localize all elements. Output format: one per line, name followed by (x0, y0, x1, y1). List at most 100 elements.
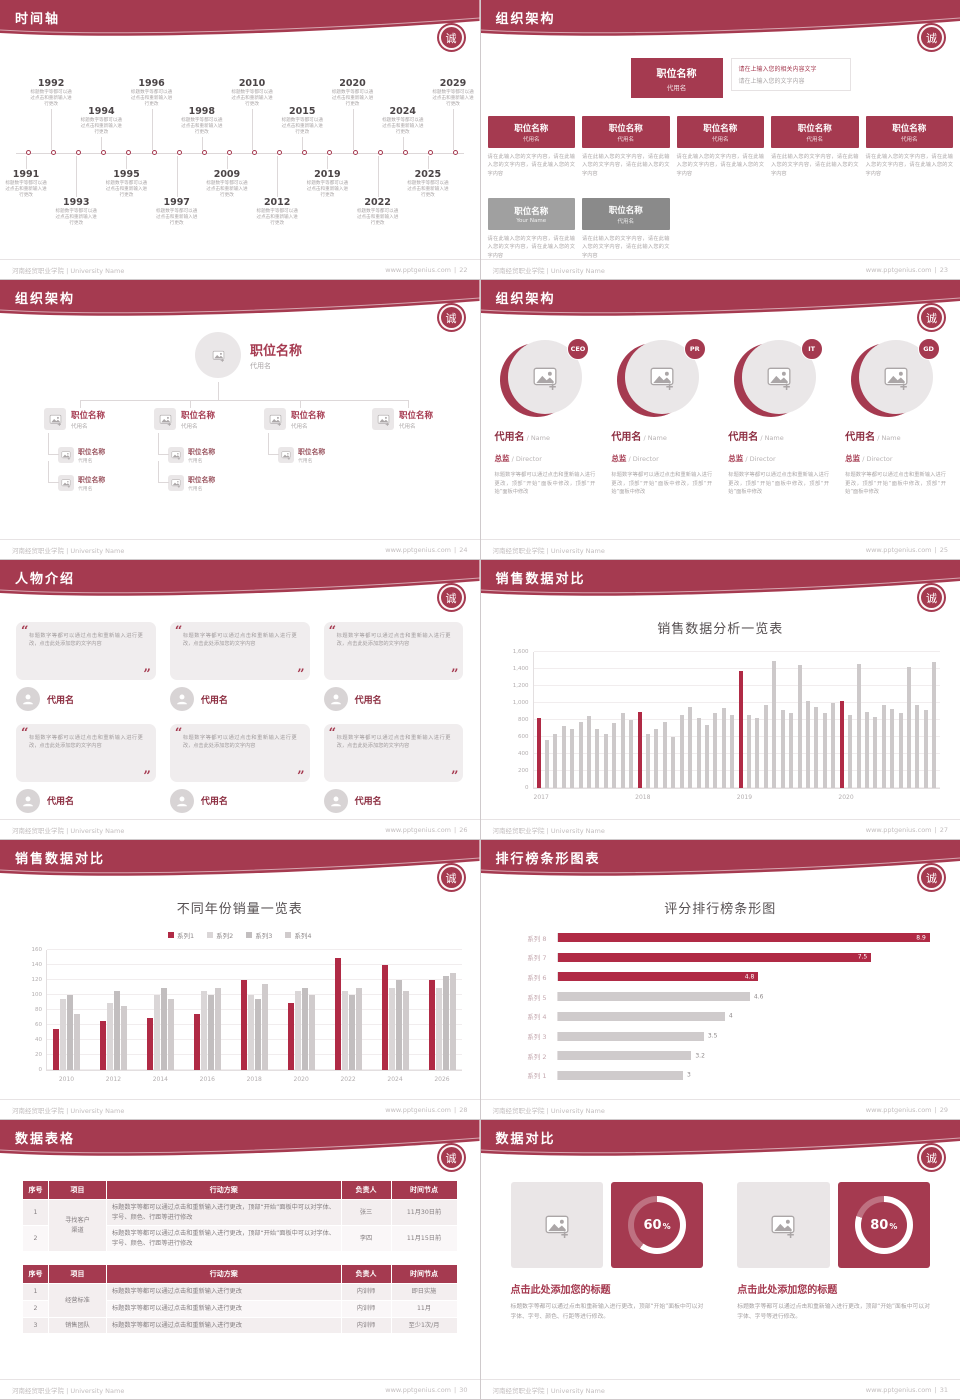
bar (561, 725, 566, 788)
member-card[interactable]: GD 代用名 / Name 总监 / Director 标题数字等都可以通过点击和重新… (843, 338, 948, 533)
slide-footer: 河南经贸职业学院 | University Name www.pptgenius… (480, 1379, 960, 1399)
position-alias: 代用名 (806, 136, 823, 143)
org-subnode[interactable]: 职位名称 代用名 (267, 433, 325, 464)
timeline-event[interactable]: 2010 标题数字等都可以通过点击和重新输入进行更改 (230, 78, 274, 149)
table-row[interactable]: 1 寻找客户 渠道 标题数字等都可以通过点击和重新输入进行更改，顶部“开始”面板中可… (22, 1198, 458, 1253)
photo-placeholder (44, 408, 66, 430)
timeline-year: 1993 (63, 196, 90, 208)
org-branch[interactable]: 职位名称 代用名 请在此输入您的文字内容，请在此输入您的文字内容，请在此输入您的文字… (582, 116, 670, 178)
gridline (47, 1009, 462, 1010)
table-row[interactable]: 2 标题数字等都可以通过点击和重新输入进行更改，顶部“开始”面板中可以对字体、字号… (22, 1225, 458, 1253)
org-node[interactable]: 职位名称 代用名 (154, 408, 215, 430)
image-placeholder-icon (544, 1212, 570, 1238)
slide-22-timeline[interactable]: 时间轴 诚 1991 标题数字等都可以通过点击和重新输入进行更改 1992 标题数字等… (0, 0, 480, 279)
org-node[interactable]: 职位名称 代用名 (44, 408, 105, 430)
org-subnode[interactable]: 职位名称 代用名 (47, 461, 106, 492)
timeline-event[interactable]: 2025 标题数字等都可以通过点击和重新输入进行更改 (406, 155, 450, 200)
image-placeholder-icon (171, 478, 181, 488)
slide-28-sales-chart[interactable]: 销售数据对比 诚 不同年份销量一览表 系列1 系列2 系列3 系列4 2010 2012… (0, 840, 480, 1119)
person-card[interactable]: “标题数字等都可以通过点击和重新输入进行更改，点击此处添加您的文字内容 ” 代用名 (323, 723, 464, 814)
footer-school: 河南经贸职业学院 | University Name (12, 1386, 125, 1395)
slide-29-ranking-chart[interactable]: 排行榜条形图表 诚 评分排行榜条形图 系列 8 8.9 系列 7 7.5 系列 6 4.8… (480, 840, 960, 1119)
value-label: 3.2 (695, 1052, 705, 1060)
node-alias: 代用名 (78, 487, 93, 492)
table-row[interactable]: 1 经营标准 标题数字等都可以通过点击和重新输入进行更改 内训师 即日实施 (22, 1283, 458, 1318)
header-wave (480, 0, 960, 36)
open-quote-icon: “ (21, 624, 29, 639)
member-card[interactable]: IT 代用名 / Name 总监 / Director 标题数字等都可以通过点击和重新… (726, 338, 831, 533)
member-card[interactable]: PR 代用名 / Name 总监 / Director 标题数字等都可以通过点击和重新… (609, 338, 714, 533)
slide-title: 人物介绍 (15, 572, 76, 587)
table-row[interactable]: 3 销售团队 标题数字等都可以通过点击和重新输入进行更改 内训师 至少1次/月 (22, 1316, 458, 1335)
bar (308, 995, 315, 1070)
photo-placeholder[interactable] (195, 332, 241, 378)
bar (890, 708, 895, 788)
slide-25-org-members[interactable]: 组织架构 诚 CEO 代用名 / Name 总监 / Director 标题数字等都可… (480, 280, 960, 559)
slide-23-org-chart[interactable]: 组织架构 诚 职位名称 代用名 请在上输入您的相关内容文字 请在上输入您的文字内… (480, 0, 960, 279)
position-box: 职位名称 代用名 (487, 116, 575, 148)
org-branch[interactable]: 职位名称 代用名 请在此输入您的文字内容，请在此输入您的文字内容，请在此输入您的文字… (676, 116, 765, 178)
table-row[interactable]: 2 标题数字等都可以通过点击和重新输入进行更改 内训师 11月 (22, 1300, 458, 1318)
timeline-event[interactable]: 1996 标题数字等都可以通过点击和重新输入进行更改 (130, 78, 174, 149)
timeline-event[interactable]: 1992 标题数字等都可以通过点击和重新输入进行更改 (29, 78, 73, 149)
timeline-event[interactable]: 1994 标题数字等都可以通过点击和重新输入进行更改 (79, 106, 123, 149)
node-name: 职位名称 (78, 476, 106, 484)
slide-26-people-intro[interactable]: 人物介绍 诚 “标题数字等都可以通过点击和重新输入进行更改，点击此处添加您的文字… (0, 560, 480, 839)
node-name: 职位名称 (181, 410, 216, 421)
person-card[interactable]: “标题数字等都可以通过点击和重新输入进行更改，点击此处添加您的文字内容 ” 代用名 (169, 723, 310, 814)
root-position-box[interactable]: 职位名称 代用名 (630, 58, 723, 98)
timeline-event[interactable]: 1997 标题数字等都可以通过点击和重新输入进行更改 (155, 156, 199, 228)
timeline-event[interactable]: 2029 标题数字等都可以通过点击和重新输入进行更改 (431, 78, 475, 149)
legend-item[interactable]: 系列3 (246, 930, 272, 940)
org-node[interactable]: 职位名称 代用名 (264, 408, 325, 430)
legend-item[interactable]: 系列2 (207, 930, 233, 940)
org-node[interactable]: 职位名称 代用名 (372, 408, 433, 430)
timeline-event[interactable]: 1995 标题数字等都可以通过点击和重新输入进行更改 (104, 155, 148, 200)
timeline-event[interactable]: 2019 标题数字等都可以通过点击和重新输入进行更改 (305, 155, 349, 200)
header-wave (0, 0, 480, 36)
timeline-event[interactable]: 1998 标题数字等都可以通过点击和重新输入进行更改 (180, 106, 224, 149)
person-card[interactable]: “标题数字等都可以通过点击和重新输入进行更改，点击此处添加您的文字内容 ” 代用名 (169, 622, 310, 712)
ranking-row: 系列 8 8.9 (511, 932, 935, 943)
timeline-event[interactable]: 2012 标题数字等都可以通过点击和重新输入进行更改 (255, 156, 299, 228)
slide-30-data-tables[interactable]: 数据表格 诚 序号 项目 行动方案 负责人 时间节点 1 寻找客户 渠道 标题数字等都可以通过… (0, 1120, 480, 1399)
timeline-event[interactable]: 1991 标题数字等都可以通过点击和重新输入进行更改 (4, 155, 48, 200)
legend-item[interactable]: 系列4 (285, 930, 312, 940)
member-card[interactable]: CEO 代用名 / Name 总监 / Director 标题数字等都可以通过点击和重… (493, 338, 598, 533)
comparison-item[interactable]: 80% 点击此处添加您的标题 标题数字等都可以通过点击和重新输入进行更改，顶部“开始… (737, 1182, 930, 1373)
person-card[interactable]: “标题数字等都可以通过点击和重新输入进行更改，点击此处添加您的文字内容 ” 代用名 (323, 622, 464, 712)
header-wave (0, 840, 480, 876)
legend-item[interactable]: 系列1 (167, 930, 194, 940)
timeline-event[interactable]: 2024 标题数字等都可以通过点击和重新输入进行更改 (381, 106, 425, 149)
org-branch[interactable]: 职位名称 代用名 请在此输入您的文字内容，请在此输入您的文字内容，请在此输入您的文字… (865, 116, 953, 178)
person-card[interactable]: “标题数字等都可以通过点击和重新输入进行更改，点击此处添加您的文字内容 ” 代用名 (16, 622, 156, 712)
slide-header: 组织架构 诚 (480, 0, 960, 50)
timeline-event[interactable]: 2015 标题数字等都可以通过点击和重新输入进行更改 (280, 106, 324, 149)
org-subnode[interactable]: 职位名称 代用名 (47, 433, 105, 464)
node-alias: 代用名 (298, 459, 313, 464)
footer-page-number: 28 (459, 1105, 468, 1114)
timeline-event[interactable]: 1993 标题数字等都可以通过点击和重新输入进行更改 (54, 156, 98, 228)
org-branch[interactable]: 职位名称 代用名 请在此输入您的文字内容，请在此输入您的文字内容，请在此输入您的文字… (487, 116, 575, 178)
timeline-event[interactable]: 2022 标题数字等都可以通过点击和重新输入进行更改 (356, 156, 400, 228)
position-desc: 请在此输入您的文字内容，请在此输入您的文字内容，请在此输入您的文字内容 (676, 154, 765, 177)
footer-page-number: 22 (459, 265, 468, 274)
quote-text: 标题数字等都可以通过点击和重新输入进行更改，点击此处添加您的文字内容 (182, 633, 297, 648)
person-card[interactable]: “标题数字等都可以通过点击和重新输入进行更改，点击此处添加您的文字内容 ” 代用名 (16, 723, 156, 814)
bar (557, 1070, 683, 1080)
org-root[interactable]: 职位名称 代用名 (195, 332, 302, 378)
timeline-event[interactable]: 2020 标题数字等都可以通过点击和重新输入进行更改 (331, 78, 375, 149)
slide-24-org-chart[interactable]: 组织架构 诚 职位名称 代用名 职位名称 代用名 职位名称 代用名 职位名称 代用名 职位名… (0, 280, 480, 559)
org-subnode[interactable]: 职位名称 代用名 (157, 461, 215, 492)
org-branch[interactable]: 职位名称 代用名 请在此输入您的文字内容，请在此输入您的文字内容，请在此输入您的文字… (582, 198, 670, 260)
photo-placeholder (58, 475, 74, 491)
comparison-item[interactable]: 60% 点击此处添加您的标题 标题数字等都可以通过点击和重新输入进行更改，顶部“开始… (510, 1182, 704, 1373)
bar (612, 723, 617, 788)
org-branch[interactable]: 职位名称 Your Name 请在此输入您的文字内容，请在此输入您的文字内容，请在此… (487, 198, 575, 260)
slide-27-sales-chart[interactable]: 销售数据对比 诚 销售数据分析一览表 0 200 400 600 800 1,000 1,2… (480, 560, 960, 839)
org-branch[interactable]: 职位名称 代用名 请在此输入您的文字内容，请在此输入您的文字内容，请在此输入您的文字… (771, 116, 859, 178)
org-subnode[interactable]: 职位名称 代用名 (157, 433, 215, 464)
timeline-event[interactable]: 2009 标题数字等都可以通过点击和重新输入进行更改 (205, 155, 249, 200)
category-label: 系列 6 (527, 973, 547, 982)
slide-31-data-comparison[interactable]: 数据对比 诚 60% 点击此处添加您的标题 标题数字等都可以通过点击和重新输入进行更… (480, 1120, 960, 1399)
